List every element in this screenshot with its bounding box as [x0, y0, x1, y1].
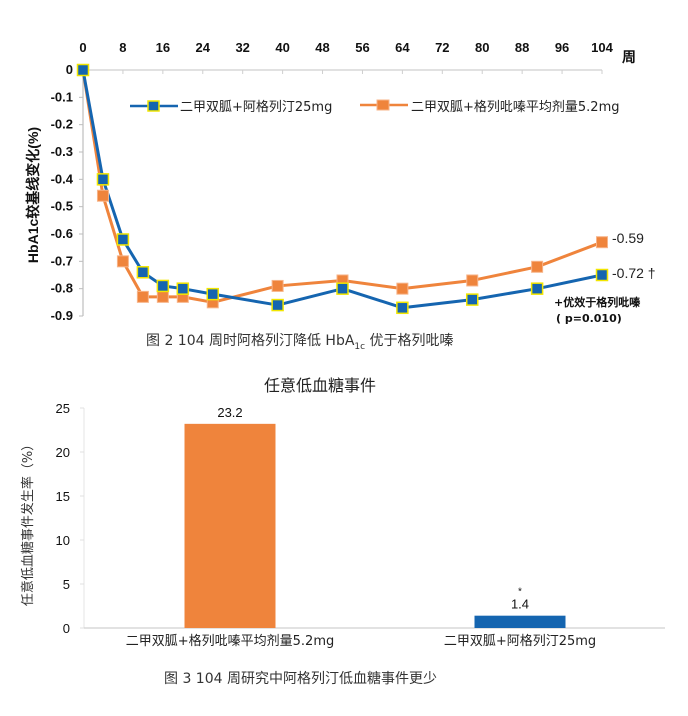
y-tick-label: -0.1 [51, 89, 73, 104]
x-axis-label: 周 [622, 49, 636, 65]
data-point [116, 255, 129, 268]
x-tick-label: 16 [156, 40, 170, 55]
caption-part-1: 图 2 104 周时阿格列汀降低 HbA [146, 333, 355, 349]
hba1c-line-chart: 0 8 16 24 32 40 48 56 64 72 80 88 96 104 0 -0.1 -0.2 -0.… [25, 40, 656, 352]
y-tick-label: -0.8 [51, 281, 73, 296]
bar-y-tick-labels: 0 5 10 15 20 25 [56, 401, 84, 636]
figure-3-caption: 图 3 104 周研究中阿格列汀低血糖事件更少 [164, 671, 437, 687]
legend-label-alogliptin: 二甲双胍+阿格列汀25mg [180, 99, 332, 115]
end-label-glipizide: -0.59 [612, 230, 644, 246]
bar-y-tick-label: 20 [56, 445, 70, 460]
bar-y-tick-label: 10 [56, 533, 70, 548]
bar-y-tick-label: 0 [63, 621, 70, 636]
data-point [136, 290, 149, 303]
data-point [176, 282, 190, 295]
bar-data-label: 1.4 [511, 597, 529, 612]
legend-marker-blue [147, 100, 160, 112]
hypoglycemia-bar-chart: 任意低血糖事件 0 5 10 15 20 25 任意低血糖事件发生率（%） 23.2 二甲双… [20, 376, 665, 687]
data-point [96, 189, 109, 202]
data-point [396, 301, 409, 315]
x-tick-label: 72 [435, 40, 449, 55]
y-tick-label: -0.3 [51, 144, 73, 159]
data-point [336, 282, 349, 295]
data-point [271, 279, 284, 292]
data-point [466, 293, 479, 306]
x-tick-label: 24 [196, 40, 211, 55]
bar-y-tick-label: 5 [63, 577, 70, 592]
x-tick-label: 40 [275, 40, 289, 55]
y-tick-label: -0.9 [51, 308, 73, 323]
data-point [116, 233, 130, 246]
y-tick-labels: 0 -0.1 -0.2 -0.3 -0.4 -0.5 -0.6 -0.7 -0.8 -0.9 [51, 62, 83, 323]
x-tick-label: 32 [235, 40, 249, 55]
bars-group: 23.2 二甲双胍+格列吡嗪平均剂量5.2mg 1.4* 二甲双胍+阿格列汀25mg [126, 405, 596, 649]
legend-item-glipizide: 二甲双胍+格列吡嗪平均剂量5.2mg [360, 99, 619, 115]
y-tick-label: -0.5 [51, 199, 73, 214]
bar-chart-title: 任意低血糖事件 [264, 376, 376, 395]
bar-data-label: 23.2 [217, 405, 242, 420]
data-point [206, 287, 219, 301]
y-tick-label: -0.6 [51, 226, 73, 241]
y-tick-label: -0.7 [51, 253, 73, 268]
bar-group: 23.2 二甲双胍+格列吡嗪平均剂量5.2mg [126, 405, 334, 649]
data-point [156, 290, 169, 303]
bar-group: 1.4* 二甲双胍+阿格列汀25mg [444, 587, 596, 649]
figure-2-caption: 图 2 104 周时阿格列汀降低 HbA1c 优于格列吡嗪 [146, 333, 454, 352]
data-point [466, 274, 479, 287]
legend: 二甲双胍+阿格列汀25mg 二甲双胍+格列吡嗪平均剂量5.2mg [130, 99, 619, 115]
data-point [156, 279, 170, 293]
data-point [396, 282, 409, 295]
bar [474, 615, 566, 628]
data-point [96, 173, 110, 186]
data-point [271, 298, 284, 312]
legend-marker-orange [376, 99, 390, 111]
y-tick-label: -0.2 [51, 117, 73, 132]
superiority-note: +优效于格列吡嗪 [554, 295, 640, 309]
bar [184, 423, 276, 628]
p-value-note: ( p=0.010) [556, 312, 622, 325]
x-tick-labels: 0 8 16 24 32 40 48 56 64 72 80 88 96 104 [79, 40, 614, 74]
caption-part-2: 优于格列吡嗪 [365, 333, 453, 349]
end-label-alogliptin: -0.72 † [612, 265, 656, 281]
legend-label-glipizide: 二甲双胍+格列吡嗪平均剂量5.2mg [411, 99, 619, 115]
bar-y-axis-label: 任意低血糖事件发生率（%） [20, 438, 36, 606]
data-point [136, 266, 150, 279]
x-tick-label: 104 [591, 40, 613, 55]
x-tick-label: 64 [395, 40, 410, 55]
data-point [595, 268, 609, 282]
bar-y-tick-label: 25 [56, 401, 70, 416]
bar-category-label: 二甲双胍+阿格列汀25mg [444, 633, 596, 649]
significance-mark: * [518, 587, 522, 598]
data-point [530, 282, 544, 295]
y-tick-label: -0.4 [51, 171, 74, 186]
x-tick-label: 56 [355, 40, 369, 55]
x-tick-label: 96 [555, 40, 569, 55]
data-point [596, 236, 608, 249]
series-group [76, 63, 609, 315]
x-tick-label: 0 [79, 40, 86, 55]
data-point [531, 260, 544, 273]
y-axis-label: HbA1c较基线变化(%) [25, 127, 41, 263]
y-tick-label: 0 [66, 62, 73, 77]
data-point [76, 63, 90, 77]
x-tick-label: 48 [315, 40, 329, 55]
legend-item-alogliptin: 二甲双胍+阿格列汀25mg [130, 99, 332, 115]
x-tick-label: 80 [475, 40, 489, 55]
x-tick-label: 88 [515, 40, 529, 55]
bar-category-label: 二甲双胍+格列吡嗪平均剂量5.2mg [126, 633, 334, 649]
bar-y-tick-label: 15 [56, 489, 70, 504]
x-tick-label: 8 [119, 40, 126, 55]
caption-subscript: 1c [354, 342, 365, 352]
